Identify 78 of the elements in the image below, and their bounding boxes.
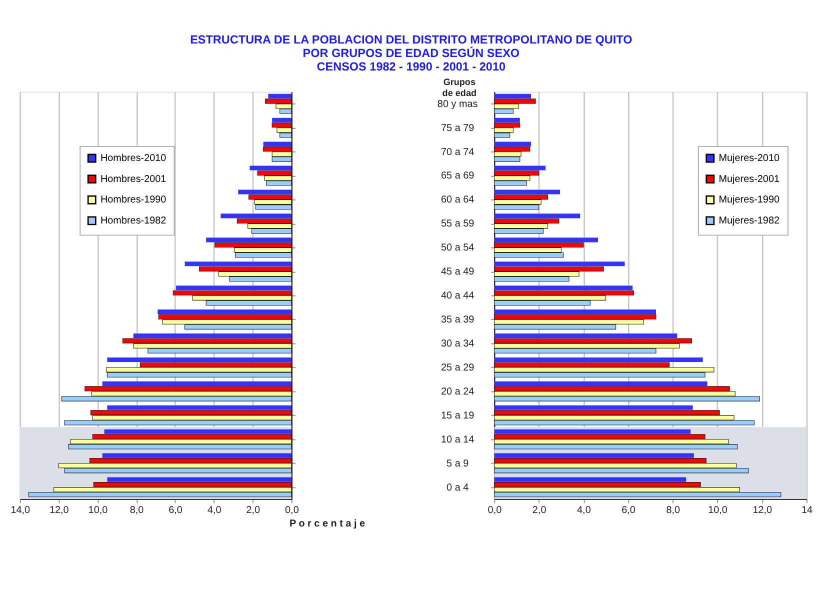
- y-tick-label: 55 a 59: [441, 218, 475, 230]
- bar: [494, 286, 633, 290]
- bar: [494, 477, 686, 482]
- bar: [494, 166, 546, 170]
- legend-label: Hombres-1982: [100, 215, 167, 226]
- legend-label: Hombres-1990: [100, 194, 167, 206]
- bar: [494, 142, 532, 146]
- bar: [220, 214, 292, 218]
- bar: [494, 238, 598, 242]
- y-tick-label: 70 a 74: [441, 146, 475, 158]
- bar: [107, 405, 292, 410]
- y-tick-label: 80 y mas: [437, 98, 478, 110]
- y-tick-label: 75 a 79: [441, 122, 475, 134]
- y-tick-label: 50 a 54: [441, 242, 475, 254]
- x-tick-label: 14,0: [10, 505, 31, 516]
- bar: [494, 190, 560, 194]
- x-tick-label: 2,0: [246, 505, 261, 516]
- x-tick-label: 2,0: [532, 505, 547, 516]
- bar: [107, 357, 292, 362]
- y-tick-label: 35 a 39: [441, 314, 475, 326]
- bar: [494, 333, 678, 338]
- x-tick-label: 14: [801, 505, 814, 516]
- bar: [494, 94, 532, 98]
- bar: [238, 190, 292, 194]
- bar: [494, 214, 580, 218]
- legend-label: Hombres-2001: [100, 174, 167, 185]
- bar: [102, 453, 292, 458]
- x-tick-label: 6,0: [622, 505, 636, 516]
- legend-label: Mujeres-1982: [718, 215, 780, 226]
- bar: [494, 381, 708, 386]
- bar: [184, 262, 292, 266]
- x-tick-label: 4,0: [207, 505, 222, 516]
- y-tick-label: 25 a 29: [441, 362, 475, 374]
- x-tick-label: 10,0: [708, 505, 728, 516]
- bar: [494, 453, 694, 458]
- legend-label: Mujeres-1990: [718, 194, 780, 206]
- bar: [494, 429, 691, 434]
- bar: [494, 405, 693, 410]
- y-tick-label: 0 a 4: [446, 482, 470, 494]
- legend-label: Mujeres-2001: [718, 174, 780, 185]
- y-axis-title: Grupos de edad: [442, 76, 476, 98]
- legend-label: Mujeres-2010: [718, 152, 780, 164]
- bar: [206, 238, 292, 242]
- y-tick-label: 30 a 34: [441, 338, 475, 350]
- y-tick-label: 10 a 14: [441, 434, 475, 446]
- x-tick-label: 0,0: [285, 505, 300, 516]
- x-tick-label: 8,0: [666, 505, 681, 516]
- bar: [272, 118, 292, 122]
- bar: [104, 429, 292, 434]
- x-tick-label: 10,0: [88, 505, 108, 516]
- bar: [176, 286, 292, 290]
- bar: [107, 477, 292, 482]
- bar: [133, 333, 292, 338]
- x-tick-label: 0,0: [488, 505, 502, 516]
- y-tick-label: 60 a 64: [441, 194, 475, 206]
- x-tick-label: 12,0: [752, 505, 773, 516]
- bar: [102, 381, 292, 386]
- bar: [158, 310, 292, 314]
- y-tick-label: 5 a 9: [446, 458, 470, 470]
- bar: [263, 142, 292, 146]
- y-tick-label: 40 a 44: [441, 290, 475, 302]
- y-tick-label: 20 a 24: [441, 386, 475, 398]
- y-tick-label: 15 a 19: [441, 410, 475, 422]
- text: ESTRUCTURA DE LA POBLACION DEL DISTRITO METROPOLITANO DE QUITO POR GRUPOS DE EDAD SEGÚN SEXO CENSOS 1982 - 1990 - 2001 - 2010: [190, 33, 632, 74]
- bar: [494, 262, 625, 266]
- legend-label: Hombres-2010: [100, 152, 167, 164]
- x-tick-label: 12,0: [49, 505, 70, 516]
- x-tick-label: 6,0: [168, 505, 183, 516]
- bar: [494, 357, 703, 362]
- x-tick-label: 8,0: [130, 505, 144, 516]
- x-axis-title: P o r c e n t a j e: [290, 518, 366, 530]
- bar: [250, 166, 292, 170]
- x-tick-label: 4,0: [577, 505, 592, 516]
- bar: [268, 94, 292, 98]
- bar: [494, 310, 656, 314]
- y-tick-label: 65 a 69: [441, 170, 475, 182]
- bar: [494, 118, 520, 122]
- y-tick-label: 45 a 49: [441, 266, 475, 278]
